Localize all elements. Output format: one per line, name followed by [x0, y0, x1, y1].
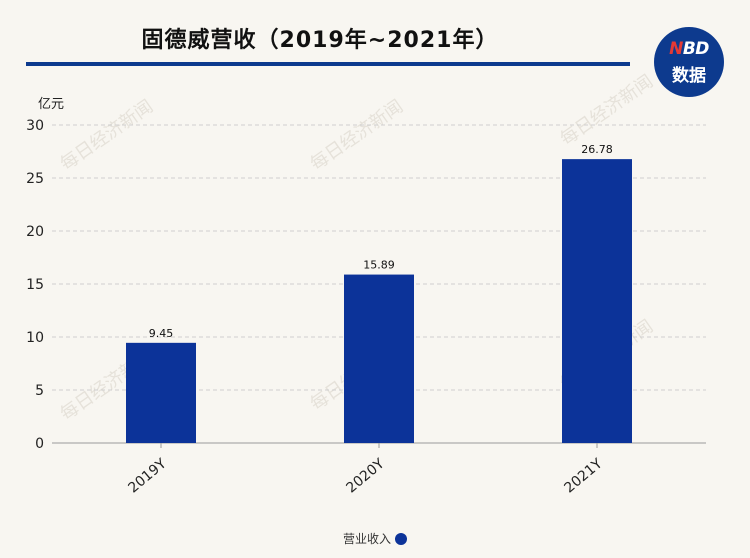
watermark-text: 每日经济新闻: [557, 71, 658, 150]
data-label: 9.45: [149, 327, 174, 340]
data-label: 26.78: [581, 143, 613, 156]
y-tick-label: 15: [26, 277, 44, 293]
nbd-logo: NBD 数据: [654, 27, 724, 97]
x-tick-label: 2021Y: [561, 456, 605, 497]
y-tick-label: 25: [26, 171, 44, 187]
x-tick-label: 2019Y: [125, 456, 169, 497]
data-label: 15.89: [363, 259, 395, 272]
watermark-text: 每日经济新闻: [307, 96, 408, 175]
y-tick-label: 5: [35, 383, 44, 399]
y-tick-label: 30: [26, 118, 44, 134]
y-axis-unit-label: 亿元: [38, 97, 65, 112]
y-tick-label: 20: [26, 224, 44, 240]
logo-text-bottom: 数据: [672, 66, 706, 86]
watermark-text: 每日经济新闻: [57, 96, 158, 175]
legend-marker: [395, 533, 407, 545]
y-tick-label: 10: [26, 330, 44, 346]
logo-text-top: NBD: [669, 39, 709, 59]
bar: [344, 274, 414, 443]
title-underline: [26, 62, 630, 66]
legend-label: 营业收入: [342, 532, 391, 546]
bar: [562, 159, 632, 443]
x-tick-label: 2020Y: [343, 456, 387, 497]
legend: 营业收入: [0, 530, 750, 547]
chart-title: 固德威营收（2019年~2021年）: [141, 28, 499, 53]
y-tick-label: 0: [35, 436, 44, 452]
bar: [126, 342, 196, 443]
